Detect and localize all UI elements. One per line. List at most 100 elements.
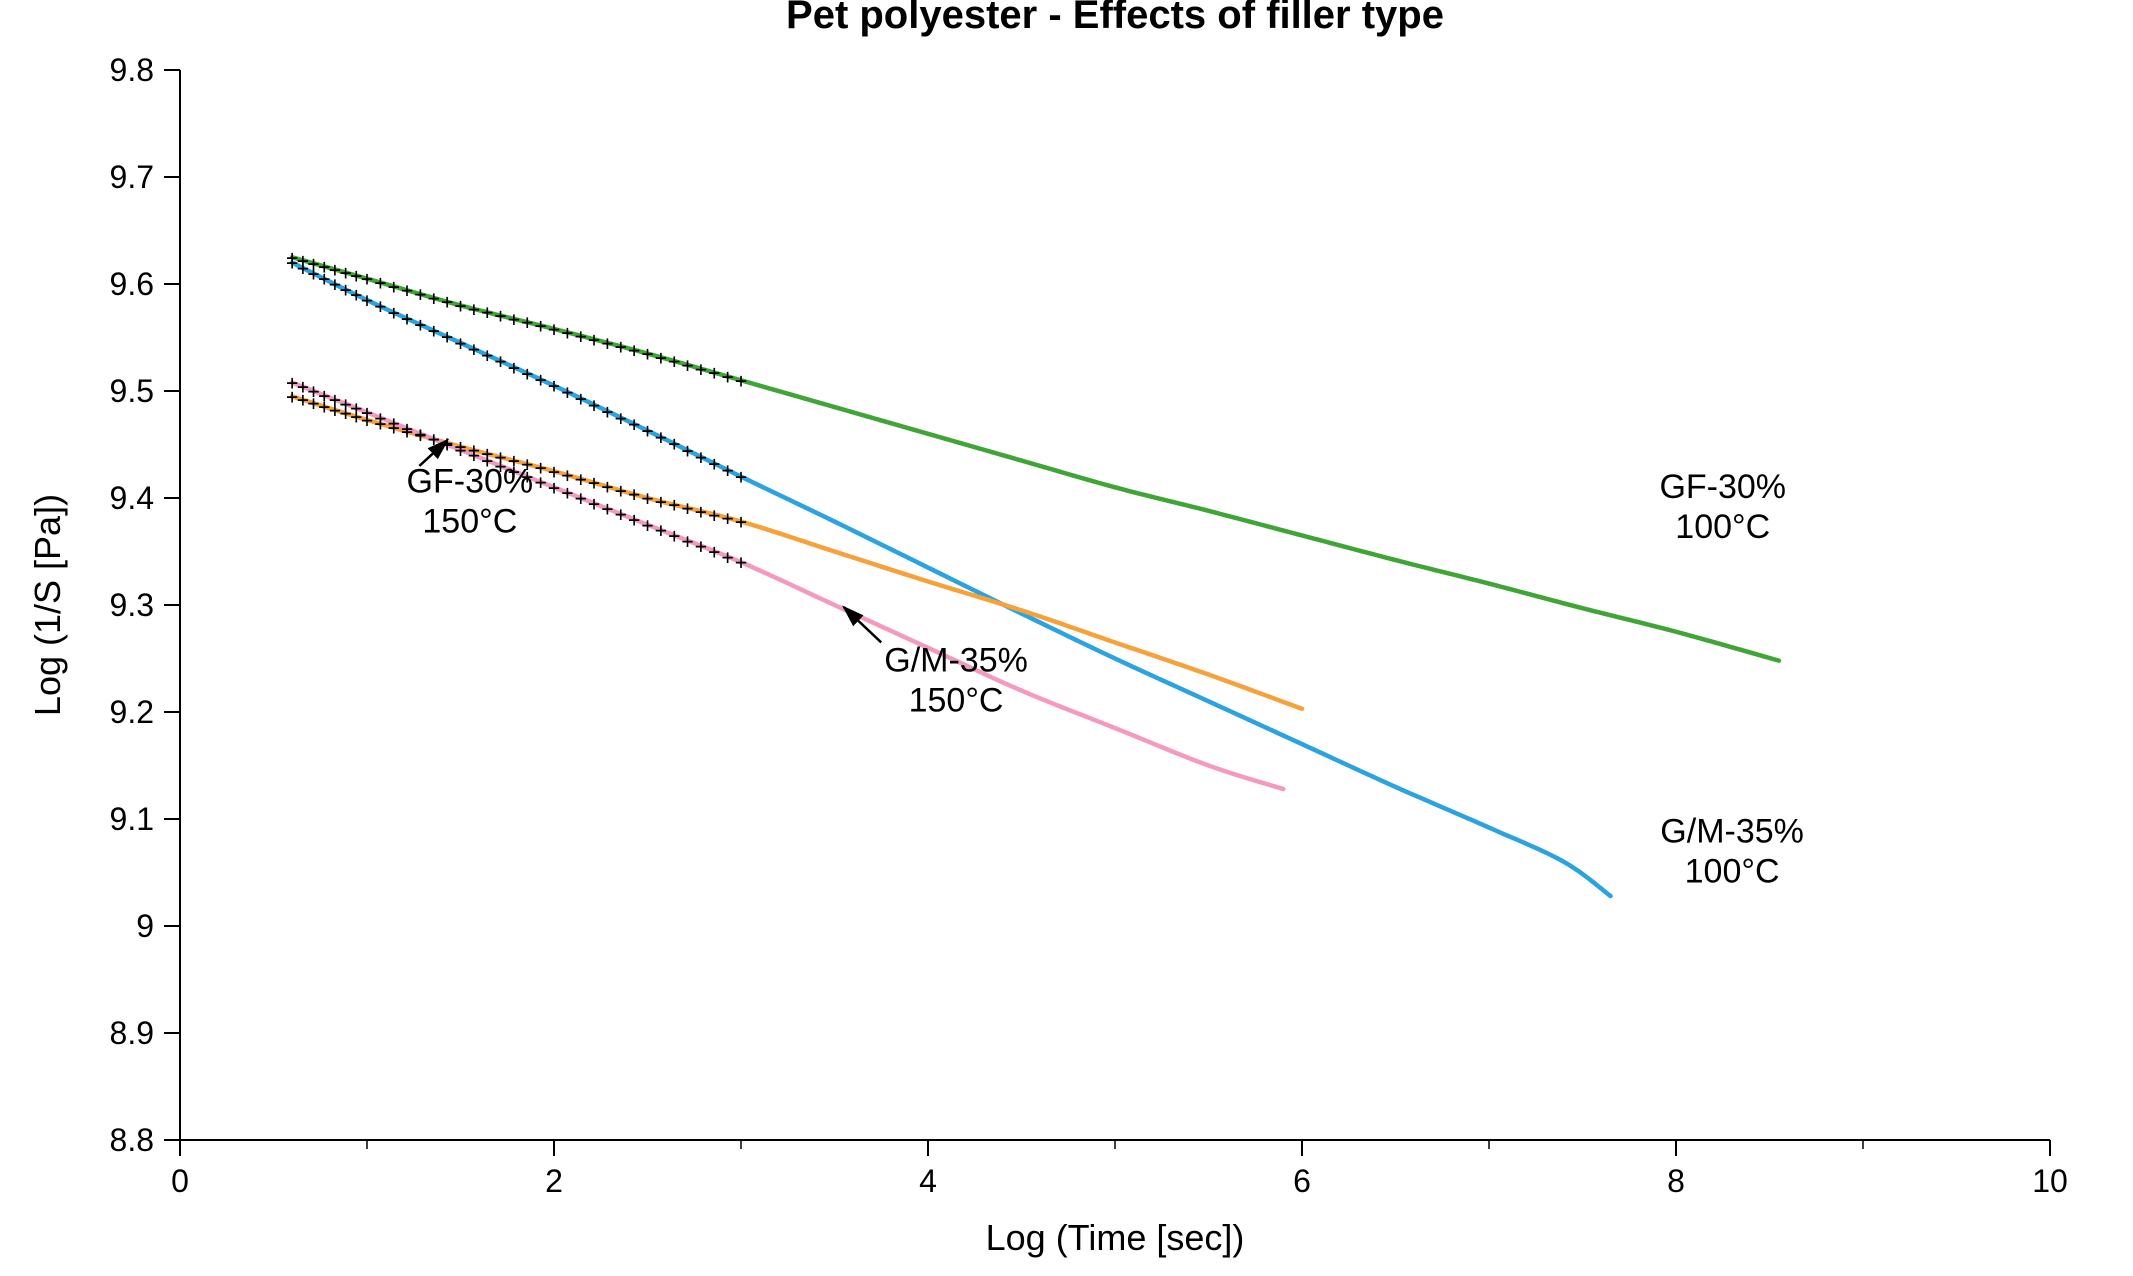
svg-text:9.3: 9.3 [110,587,154,623]
annotation-label: 100°C [1675,508,1770,546]
svg-text:9: 9 [136,908,154,944]
data-marker: + [575,324,587,348]
svg-text:9.6: 9.6 [110,266,154,302]
data-marker: + [428,286,440,310]
data-marker: + [615,335,627,359]
axes: 02468108.88.999.19.29.39.49.59.69.79.8 [110,52,2068,1199]
data-marker: + [495,303,507,327]
chart-svg: Pet polyester - Effects of filler type 0… [0,0,2133,1276]
data-marker: + [548,317,560,341]
data-marker: + [388,411,400,435]
data-marker: + [655,489,667,513]
svg-text:9.4: 9.4 [110,480,154,516]
data-marker: + [601,399,613,423]
svg-text:8: 8 [1667,1163,1685,1199]
data-marker: + [722,458,734,482]
data-marker: + [735,368,747,392]
data-marker: + [735,465,747,489]
data-marker: + [454,438,466,462]
data-marker: + [668,432,680,456]
data-marker: + [722,545,734,569]
data-marker: + [561,320,573,344]
data-marker: + [588,491,600,515]
data-marker: + [561,380,573,404]
data-marker: + [655,345,667,369]
data-marker: + [441,325,453,349]
data-marker: + [735,510,747,534]
data-marker: + [708,451,720,475]
data-marker: + [548,374,560,398]
data-marker: + [628,412,640,436]
data-marker: + [682,438,694,462]
svg-text:2: 2 [545,1163,563,1199]
data-marker: + [548,475,560,499]
annotation-label: 150°C [909,681,1004,719]
data-marker: + [682,353,694,377]
data-marker: + [708,540,720,564]
data-marker: + [561,481,573,505]
data-marker: + [695,499,707,523]
x-axis-title: Log (Time [sec]) [986,1217,1245,1258]
data-marker: + [601,331,613,355]
data-marker: + [401,416,413,440]
data-marker: + [468,337,480,361]
data-marker: + [454,293,466,317]
data-marker: + [668,349,680,373]
data-marker: + [401,306,413,330]
data-marker: + [374,406,386,430]
svg-text:9.8: 9.8 [110,52,154,88]
data-marker: + [695,445,707,469]
svg-text:8.8: 8.8 [110,1122,154,1158]
chart-container: Pet polyester - Effects of filler type 0… [0,0,2133,1276]
data-marker: + [615,502,627,526]
data-marker: + [708,503,720,527]
data-marker: + [655,425,667,449]
data-marker: + [441,290,453,314]
svg-text:9.1: 9.1 [110,801,154,837]
data-marker: + [628,507,640,531]
data-marker: + [695,534,707,558]
data-marker: + [535,314,547,338]
data-marker: + [428,319,440,343]
data-marker: + [374,294,386,318]
data-marker: + [641,486,653,510]
data-marker: + [668,523,680,547]
svg-text:4: 4 [919,1163,937,1199]
data-marker: + [388,274,400,298]
chart-title: Pet polyester - Effects of filler type [786,0,1444,37]
data-marker: + [682,529,694,553]
series-group [292,257,1779,896]
data-marker: + [388,300,400,324]
data-marker: + [481,343,493,367]
y-axis-title: Log (1/S [Pa]) [27,494,68,716]
data-marker: + [628,338,640,362]
data-marker: + [361,288,373,312]
annotation-label: G/M-35% [1660,813,1804,851]
data-marker: + [508,355,520,379]
annotation-label: GF-30% [407,463,534,501]
svg-text:8.9: 8.9 [110,1015,154,1051]
annotation-label: 150°C [422,503,517,541]
annotation-label: 100°C [1685,853,1780,891]
data-marker: + [414,313,426,337]
annotation: GF-30%100°C [1659,468,1786,546]
data-marker: + [641,342,653,366]
annotation-label: GF-30% [1659,468,1786,506]
data-marker: + [361,267,373,291]
data-marker: + [615,406,627,430]
data-marker: + [588,327,600,351]
data-marker: + [521,361,533,385]
data-marker: + [454,331,466,355]
data-marker: + [615,478,627,502]
data-marker: + [695,357,707,381]
data-marker: + [535,470,547,494]
svg-text:9.2: 9.2 [110,694,154,730]
data-marker: + [521,310,533,334]
data-marker: + [481,300,493,324]
data-marker: + [682,496,694,520]
data-marker: + [708,361,720,385]
data-marker: + [575,486,587,510]
svg-text:9.7: 9.7 [110,159,154,195]
data-marker: + [668,493,680,517]
data-marker: + [722,364,734,388]
